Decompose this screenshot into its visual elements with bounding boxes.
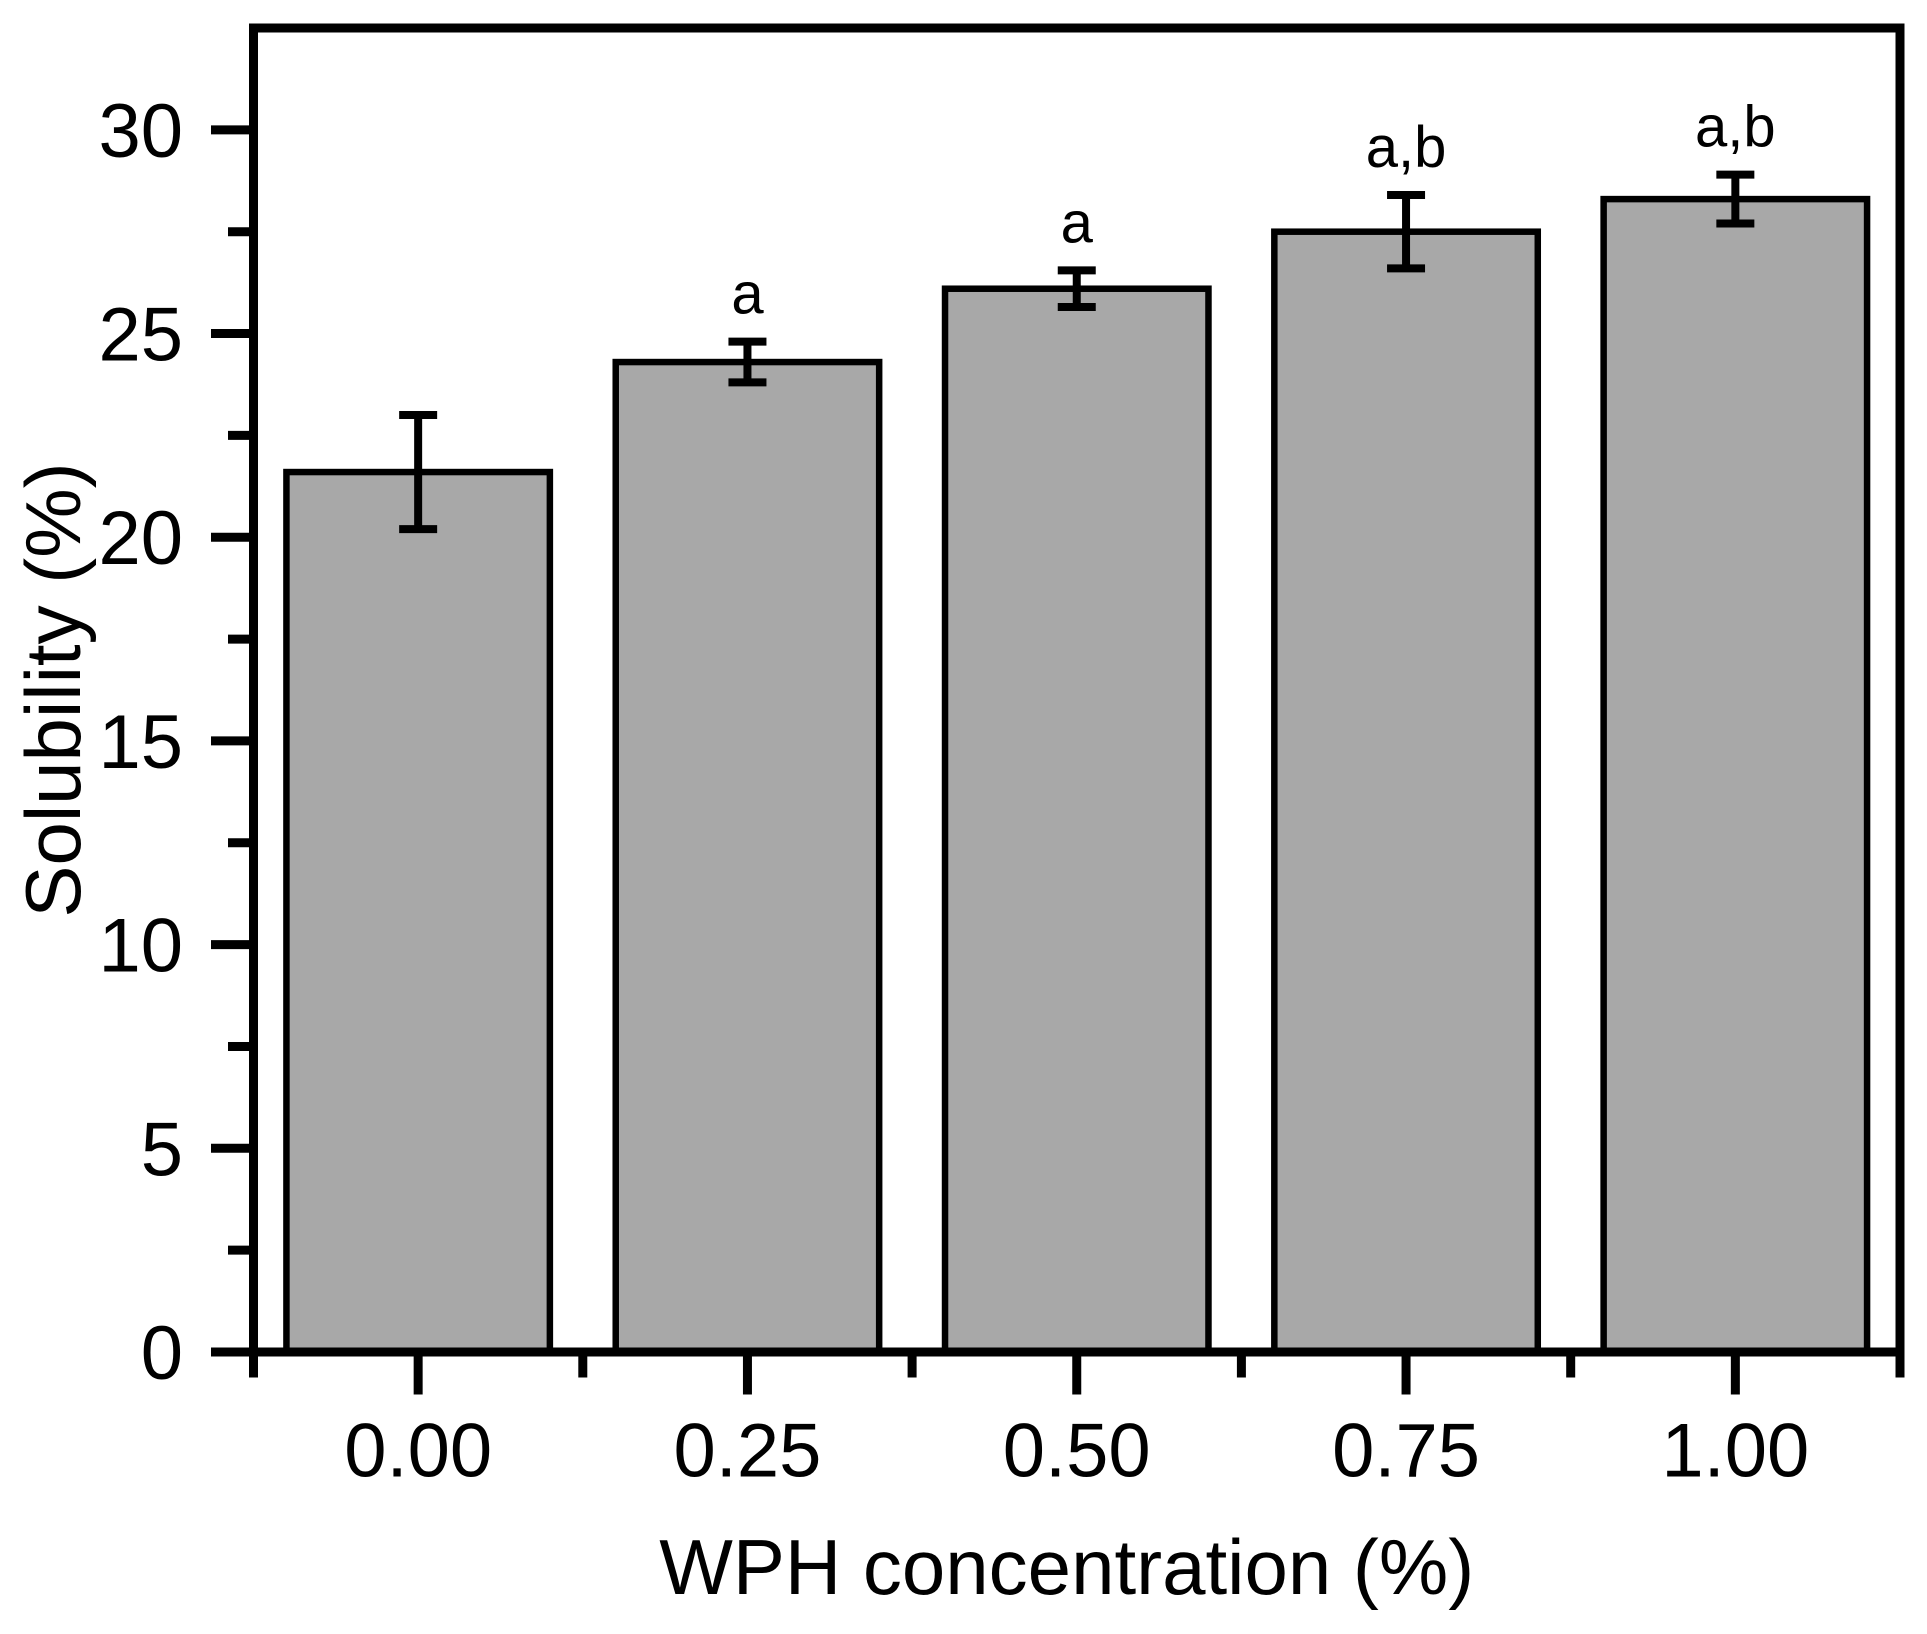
y-tick-label: 0 [141,1311,183,1396]
bar [1271,228,1542,1356]
y-tick-label: 15 [98,700,183,785]
y-axis-title: Solubility (%) [9,462,97,917]
bar [612,358,883,1356]
x-tick-label: 0.75 [1332,1409,1480,1494]
significance-label: a [731,262,764,327]
x-tick-label: 1.00 [1661,1409,1809,1494]
x-tick-label: 0.00 [344,1409,492,1494]
x-axis-title: WPH concentration (%) [659,1523,1474,1611]
bar [941,285,1212,1356]
significance-label: a [1061,190,1094,255]
x-tick-label: 0.25 [673,1409,821,1494]
significance-label: a,b [1366,115,1447,180]
y-tick-label: 30 [98,89,183,174]
y-tick-label: 25 [98,293,183,378]
y-tick-label: 5 [141,1107,183,1192]
y-tick-label: 10 [98,904,183,989]
y-tick-label: 20 [98,496,183,581]
x-tick-label: 0.50 [1003,1409,1151,1494]
bar [1600,195,1871,1356]
bar [283,468,554,1356]
significance-label: a,b [1695,95,1776,160]
